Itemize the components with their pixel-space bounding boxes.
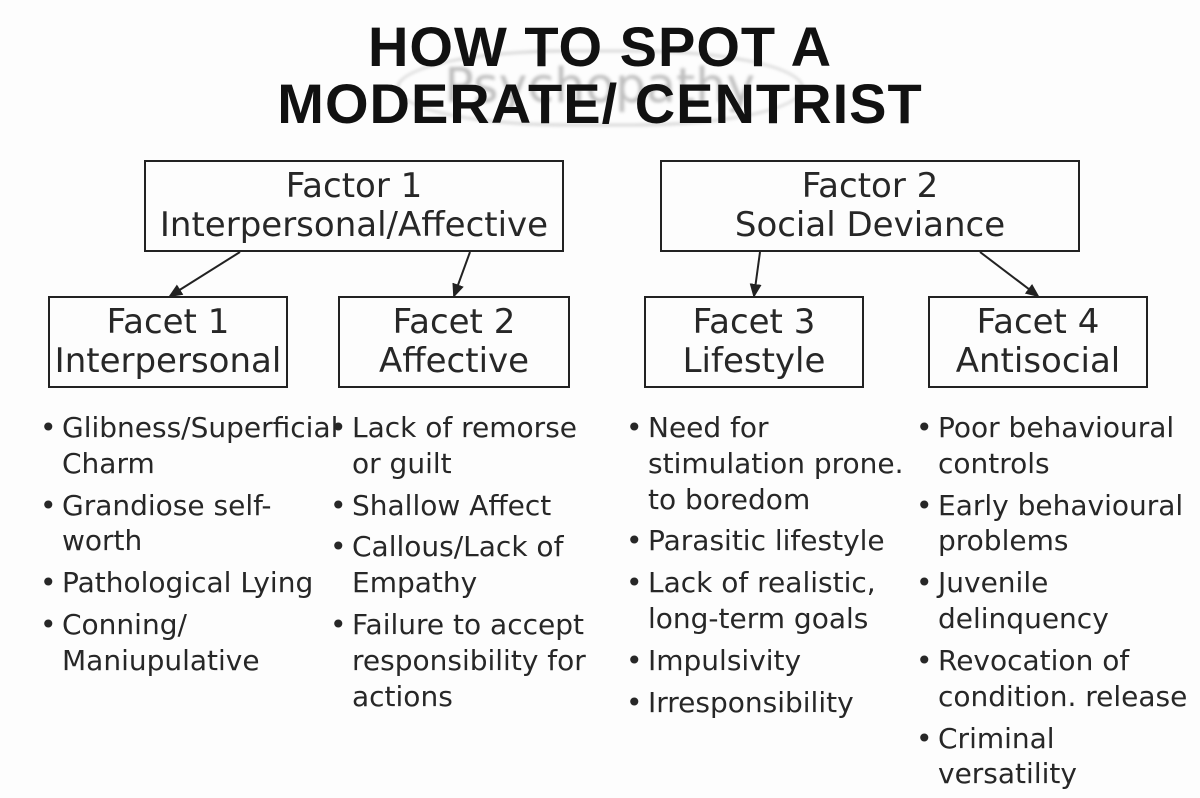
factor-subtitle: Interpersonal/Affective bbox=[160, 206, 548, 245]
list-item: Failure to accept responsibility for act… bbox=[330, 607, 610, 714]
factor-title: Factor 1 bbox=[286, 167, 423, 206]
facet-title: Facet 1 bbox=[107, 303, 230, 342]
facet-list-1: Glibness/Superficial CharmGrandiose self… bbox=[40, 410, 320, 685]
list-item: Grandiose self-worth bbox=[40, 488, 320, 560]
facet-subtitle: Interpersonal bbox=[55, 342, 282, 381]
list-item: Pathological Lying bbox=[40, 565, 320, 601]
arrow bbox=[754, 252, 760, 296]
page-title: HOW TO SPOT A MODERATE/ CENTRIST bbox=[0, 18, 1200, 132]
list-item: Conning/ Maniupulative bbox=[40, 607, 320, 679]
facet-box-3: Facet 3Lifestyle bbox=[644, 296, 864, 388]
list-item: Parasitic lifestyle bbox=[626, 523, 916, 559]
list-item: Criminal versatility bbox=[916, 721, 1196, 793]
facet-title: Facet 4 bbox=[977, 303, 1100, 342]
list-item: Irresponsibility bbox=[626, 685, 916, 721]
list-item: Impulsivity bbox=[626, 643, 916, 679]
facet-title: Facet 3 bbox=[693, 303, 816, 342]
facet-subtitle: Affective bbox=[379, 342, 529, 381]
facet-box-4: Facet 4Antisocial bbox=[928, 296, 1148, 388]
list-item: Shallow Affect bbox=[330, 488, 610, 524]
facet-list-2: Lack of remorse or guilt Shallow Affect Ca… bbox=[330, 410, 610, 721]
list-item: Revocation of condition. release bbox=[916, 643, 1196, 715]
facet-subtitle: Lifestyle bbox=[683, 342, 826, 381]
factor-subtitle: Social Deviance bbox=[735, 206, 1005, 245]
list-item: Poor behavioural controls bbox=[916, 410, 1196, 482]
arrow bbox=[980, 252, 1038, 296]
list-item: Juvenile delinquency bbox=[916, 565, 1196, 637]
facet-box-2: Facet 2Affective bbox=[338, 296, 570, 388]
diagram-stage: Psychopathy HOW TO SPOT A MODERATE/ CENT… bbox=[0, 0, 1200, 779]
list-item: Lack of realistic, long-term goals bbox=[626, 565, 916, 637]
list-item: Lack of remorse or guilt bbox=[330, 410, 610, 482]
facet-list-4: Poor behavioural controlsEarly behaviour… bbox=[916, 410, 1196, 798]
facet-title: Facet 2 bbox=[393, 303, 516, 342]
list-item: Callous/Lack of Empathy bbox=[330, 529, 610, 601]
facet-box-1: Facet 1Interpersonal bbox=[48, 296, 288, 388]
title-line1: HOW TO SPOT A bbox=[368, 15, 832, 78]
facet-subtitle: Antisocial bbox=[956, 342, 1121, 381]
arrow bbox=[170, 252, 240, 296]
list-item: Early behavioural problems bbox=[916, 488, 1196, 560]
title-line2: MODERATE/ CENTRIST bbox=[277, 72, 922, 135]
factor-box-1: Factor 1Interpersonal/Affective bbox=[144, 160, 564, 252]
arrow bbox=[454, 252, 470, 296]
list-item: Need for stimulation prone. to boredom bbox=[626, 410, 916, 517]
factor-title: Factor 2 bbox=[802, 167, 939, 206]
list-item: Glibness/Superficial Charm bbox=[40, 410, 320, 482]
facet-list-3: Need for stimulation prone. to boredom Pa… bbox=[626, 410, 916, 727]
factor-box-2: Factor 2Social Deviance bbox=[660, 160, 1080, 252]
